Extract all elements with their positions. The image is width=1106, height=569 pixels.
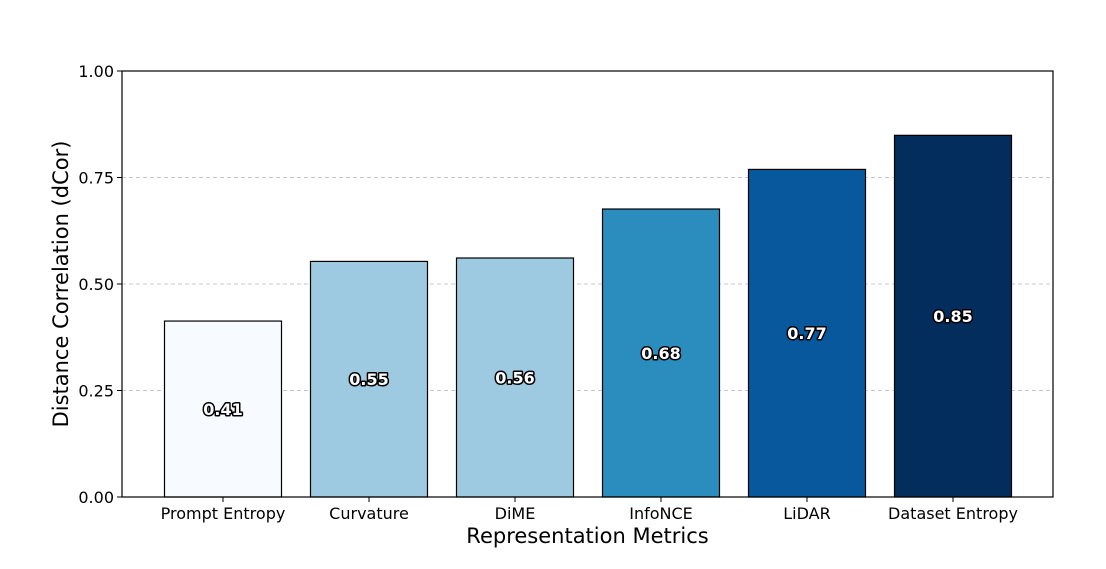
bar-data-labels: 0.410.410.550.55 0.560.560.680.680.770.77… [202, 306, 974, 421]
x-tick-label: Curvature [329, 504, 409, 523]
bar-data-label-outline: 0.85 [933, 307, 972, 326]
bar-data-label-outline: 0.55 [349, 370, 388, 389]
bar-prompt-entropy [163, 320, 283, 498]
bar-data-label-outline: 0.77 [787, 324, 826, 343]
bar-data-label: 0.77 [787, 324, 826, 343]
bar-data-label-outline: 0.41 [203, 400, 242, 419]
y-axis-ticks: 0.00 0.25 0.50 0.75 1.00 [78, 62, 122, 507]
bar-infonce [601, 208, 721, 498]
y-axis-title: Distance Correlation (dCor) [49, 141, 73, 428]
bar-data-label: 0.85 [933, 307, 972, 326]
x-tick-label: Dataset Entropy [888, 504, 1018, 523]
x-tick-label: LiDAR [783, 504, 830, 523]
bar-data-label: 0.55 [349, 370, 388, 389]
bar-data-label: 0.56 [495, 369, 534, 388]
x-tick-label: Prompt Entropy [161, 504, 286, 523]
x-axis-ticks: Prompt Entropy Curvature DiME InfoNCE LiDAR D… [161, 497, 1018, 523]
bar-data-label: 0.68 [641, 344, 680, 363]
y-tick-label: 0.25 [78, 382, 114, 401]
x-tick-label: InfoNCE [629, 504, 693, 523]
bar-data-label-outline: 0.68 [641, 344, 680, 363]
bar-data-label: 0.41 [203, 400, 242, 419]
x-axis-title: Representation Metrics [466, 524, 708, 548]
bar-curvature [309, 260, 429, 498]
bar-dataset-entropy [893, 134, 1013, 498]
bars [163, 134, 1013, 498]
y-tick-label: 0.50 [78, 275, 114, 294]
bar-data-label-outline: 0.56 [495, 369, 534, 388]
bar-lidar [747, 168, 867, 498]
bar-dime [455, 257, 575, 498]
y-tick-label: 0.75 [78, 169, 114, 188]
y-tick-label: 1.00 [78, 62, 114, 81]
x-tick-label: DiME [495, 504, 536, 523]
y-tick-label: 0.00 [78, 488, 114, 507]
